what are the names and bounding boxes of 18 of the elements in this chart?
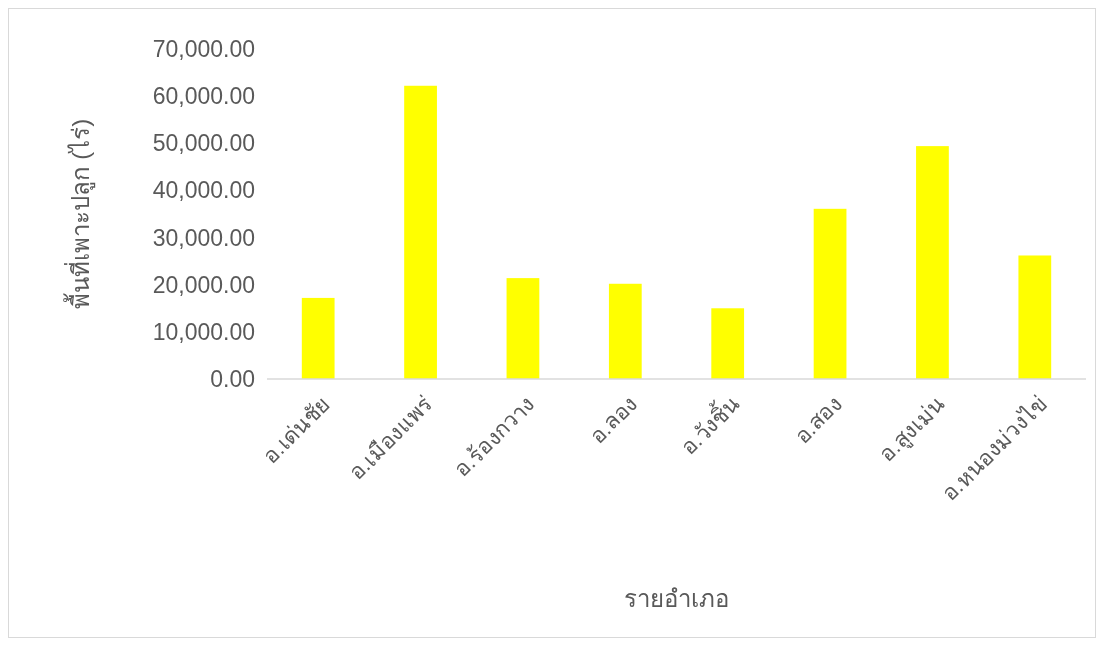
bar bbox=[916, 146, 949, 379]
bar bbox=[404, 85, 437, 379]
bar bbox=[711, 308, 745, 379]
bar bbox=[1018, 255, 1052, 379]
y-tick-label: 50,000.00 bbox=[152, 130, 255, 157]
y-tick-label: 10,000.00 bbox=[152, 318, 255, 345]
y-tick-label: 60,000.00 bbox=[152, 83, 255, 110]
y-tick-label: 0.00 bbox=[210, 366, 255, 392]
y-tick-label: 20,000.00 bbox=[152, 271, 255, 298]
bar bbox=[301, 297, 335, 379]
y-tick-label: 30,000.00 bbox=[152, 224, 255, 251]
y-tick-label: 70,000.00 bbox=[152, 36, 255, 62]
bar bbox=[608, 283, 642, 379]
y-tick-label: 40,000.00 bbox=[152, 177, 255, 204]
x-axis-title: รายอำเภอ bbox=[624, 584, 729, 612]
y-axis-title: พื้นที่เพาะปลูก (ไร่) bbox=[62, 118, 96, 310]
bar bbox=[813, 208, 847, 379]
bar bbox=[506, 278, 540, 379]
